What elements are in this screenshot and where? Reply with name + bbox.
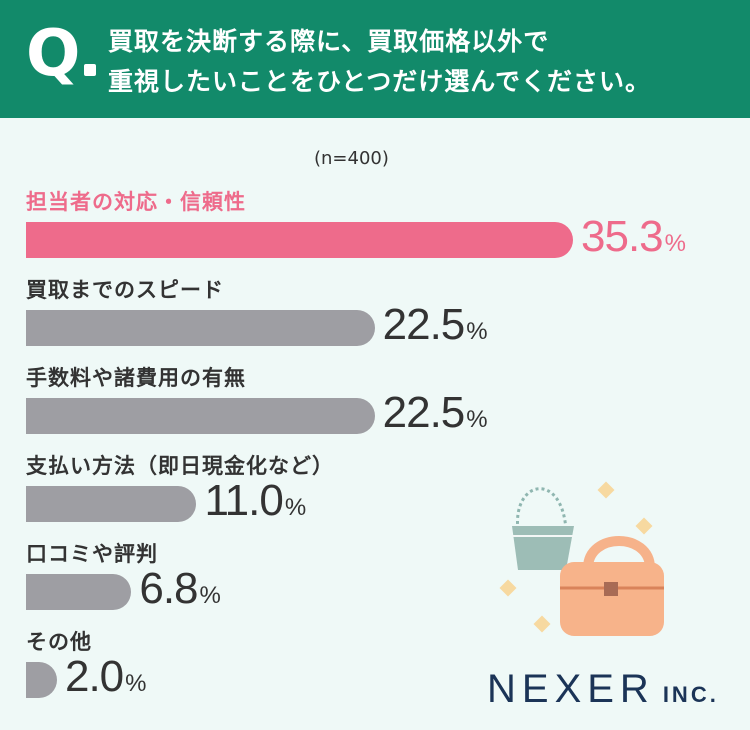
- value-number: 6.8: [139, 564, 198, 613]
- value-unit: %: [125, 670, 147, 697]
- handbag-icon: [560, 536, 664, 636]
- value-number: 22.5: [382, 300, 466, 349]
- value-unit: %: [284, 494, 307, 521]
- category-label: 買取までのスピード: [26, 278, 224, 302]
- category-label: 口コミや評判: [26, 542, 158, 566]
- value-label: 35.3%: [581, 212, 686, 262]
- bar: [26, 222, 573, 258]
- value-number: 11.0: [204, 476, 283, 525]
- bags-illustration: [499, 481, 664, 636]
- sample-size-label: (n=400): [314, 148, 389, 169]
- value-label: 6.8%: [139, 564, 221, 614]
- value-label: 2.0%: [65, 652, 147, 702]
- value-label: 11.0%: [204, 476, 306, 526]
- value-label: 22.5%: [383, 300, 488, 350]
- question-line-1: 買取を決断する際に、買取価格以外で: [108, 27, 550, 56]
- sparkle-icon: [499, 481, 653, 633]
- shoulder-bag-icon: [512, 487, 574, 570]
- category-label: 担当者の対応・信頼性: [26, 190, 246, 214]
- nexer-logo: NEXER INC.: [487, 667, 719, 712]
- logo-suffix: INC.: [662, 682, 719, 707]
- bar: [26, 310, 375, 346]
- question-header: Q 買取を決断する際に、買取価格以外で 重視したいことをひとつだけ選んでください…: [0, 0, 750, 118]
- value-unit: %: [199, 582, 221, 609]
- category-label: その他: [26, 630, 92, 654]
- category-label: 支払い方法（即日現金化など）: [26, 454, 334, 478]
- value-number: 2.0: [64, 652, 124, 701]
- value-unit: %: [466, 406, 488, 433]
- q-dot: [84, 64, 96, 76]
- value-number: 35.3: [581, 212, 664, 261]
- bar: [26, 486, 197, 522]
- question-line-2: 重視したいことをひとつだけ選んでください。: [108, 67, 652, 96]
- value-number: 22.5: [382, 388, 466, 437]
- bar: [26, 574, 132, 610]
- bar: [26, 398, 375, 434]
- bar: [26, 662, 57, 698]
- value-unit: %: [664, 230, 686, 257]
- category-label: 手数料や諸費用の有無: [26, 366, 246, 390]
- q-mark: Q: [26, 17, 81, 91]
- logo-name: NEXER: [487, 667, 655, 711]
- value-label: 22.5%: [383, 388, 488, 438]
- value-unit: %: [466, 318, 488, 345]
